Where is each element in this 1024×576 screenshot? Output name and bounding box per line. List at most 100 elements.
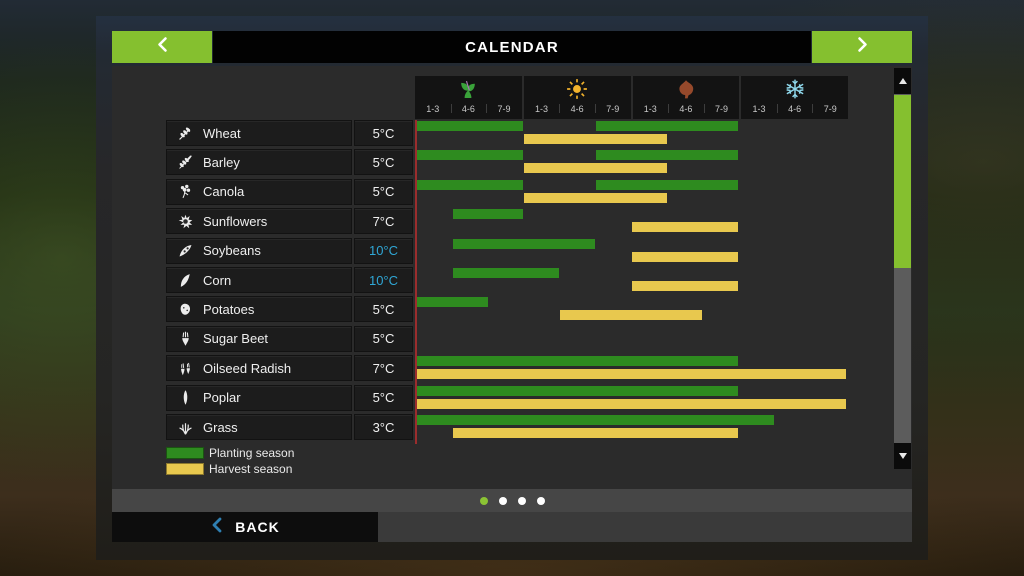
season-autumn: 1-3 4-6 7-9 [632,76,740,119]
scrollbar-track[interactable] [894,94,911,443]
chart-header: 1-3 4-6 7-9 1-3 4-6 7-9 1-3 4-6 7-9 1-3 4-6 7-9 [415,76,848,119]
crop-temperature: 5°C [354,178,413,205]
crop-temperature: 5°C [354,120,413,146]
spring-icon [415,76,522,102]
crop-name: Corn [203,272,232,288]
planting-bar [417,121,524,131]
crop-row: Grass 3°C [112,414,912,440]
planting-bar [596,150,739,161]
crop-row: Barley 5°C [112,149,912,176]
legend-label: Planting season [209,445,295,460]
scrollbar-thumb[interactable] [894,95,911,268]
crop-name-cell: Corn [166,267,352,293]
crop-name-cell: Soybeans [166,237,352,264]
autumn-icon [633,76,740,102]
harvest-bar [631,222,739,233]
harvest-bar [560,310,703,321]
soybeans-icon [176,242,194,260]
crop-name-cell: Grass [166,414,352,440]
crop-name-cell: Canola [166,178,352,205]
crop-row: Potatoes 5°C [112,296,912,323]
harvest-bar [524,192,667,203]
period-label: 7-9 [486,102,522,119]
crop-row: Sunflowers 7°C [112,208,912,235]
planting-bar [417,297,488,308]
grass-icon [176,418,194,436]
planting-bar [417,179,524,190]
oilseed-radish-icon [176,359,194,377]
season-spring: 1-3 4-6 7-9 [415,76,522,119]
period-label: 1-3 [535,104,549,114]
period-label: 7-9 [812,102,848,119]
crop-temperature: 3°C [354,414,413,440]
planting-bar [452,268,560,278]
crop-name: Sunflowers [203,213,268,229]
planting-bar [452,209,524,220]
back-button-label: BACK [235,519,280,535]
crop-name: Potatoes [203,301,255,317]
crop-name-cell: Barley [166,149,352,176]
page-dot-1[interactable] [479,496,488,505]
legend-entry: Planting season [166,445,295,460]
canola-icon [176,183,194,201]
page-dot-4[interactable] [536,496,545,505]
period-label: 7-9 [594,102,631,119]
crop-name-cell: Poplar [166,384,352,411]
title-row: CALENDAR [112,31,912,63]
legend-entry: Harvest season [166,461,293,476]
crop-name-cell: Sunflowers [166,208,352,235]
crop-temperature: 10°C [354,267,413,293]
crop-name: Soybeans [203,243,261,259]
season-periods: 1-3 4-6 7-9 [415,102,522,119]
triangle-up-icon [898,78,907,84]
chevron-right-icon [855,36,870,58]
season-summer: 1-3 4-6 7-9 [523,76,631,119]
crop-row: Sugar Beet 5°C [112,325,912,352]
harvest-bar [524,134,667,144]
crop-name-cell: Sugar Beet [166,325,352,352]
period-label: 7-9 [703,102,740,119]
crop-name: Grass [203,419,238,435]
harvest-bar [524,163,667,174]
pagination-dots [112,489,912,512]
scrollbar [894,68,911,469]
back-button[interactable]: BACK [112,512,378,542]
calendar-panel: CALENDAR 1-3 4-6 7-9 1-3 4-6 7-9 1-3 4-6 7-9 1-3 4… [96,16,928,560]
chevron-left-icon [155,36,170,58]
crop-temperature: 7°C [354,208,413,235]
season-periods: 1-3 4-6 7-9 [633,102,740,119]
summer-icon [524,76,631,102]
scroll-down-button[interactable] [894,443,911,469]
period-label: 1-3 [643,104,657,114]
legend-label: Harvest season [209,461,293,476]
crop-row: Poplar 5°C [112,384,912,411]
legend-swatch [166,462,204,475]
period-label: 1-3 [426,104,440,114]
scroll-up-button[interactable] [894,68,911,94]
page-dot-2[interactable] [498,496,507,505]
previous-page-button[interactable] [112,31,212,63]
harvest-bar [417,398,846,409]
sugar-beet-icon [176,330,194,348]
crop-name-cell: Wheat [166,120,352,146]
period-label: 4-6 [776,102,813,119]
crop-row: Oilseed Radish 7°C [112,355,912,382]
period-label: 4-6 [559,102,595,119]
crop-temperature: 5°C [354,325,413,352]
crop-temperature: 7°C [354,355,413,382]
crop-name: Wheat [203,125,241,141]
planting-bar [417,385,739,396]
harvest-bar [631,281,739,291]
planting-bar [417,150,524,161]
next-page-button[interactable] [812,31,912,63]
page-dot-3[interactable] [517,496,526,505]
page-title: CALENDAR [213,31,811,63]
season-periods: 1-3 4-6 7-9 [741,102,848,119]
corn-icon [176,271,194,289]
crop-name: Oilseed Radish [203,360,292,376]
harvest-bar [452,428,739,438]
crop-row: Wheat 5°C [112,120,912,146]
planting-bar [452,238,595,249]
potatoes-icon [176,300,194,318]
